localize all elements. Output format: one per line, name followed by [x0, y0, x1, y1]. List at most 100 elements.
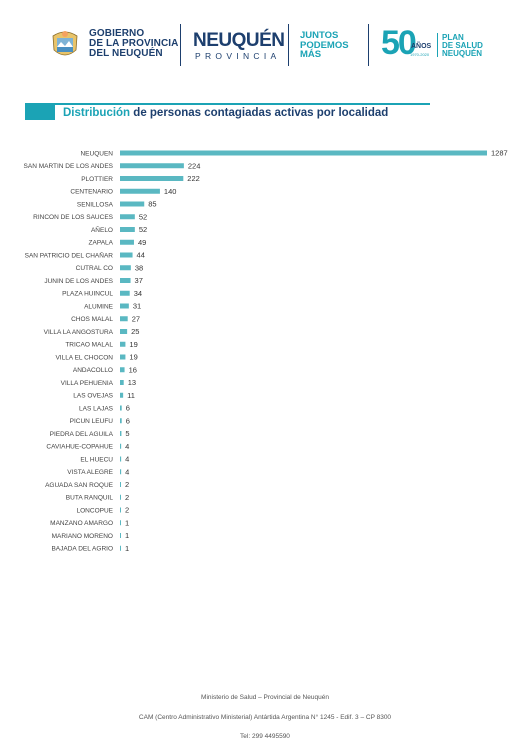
- category-label: MARIANO MORENO: [52, 533, 113, 540]
- value-label: 1287: [491, 149, 508, 158]
- value-label: 38: [135, 263, 143, 272]
- value-label: 4: [125, 455, 129, 464]
- footer-phone: Tel: 299 4495590: [240, 733, 290, 740]
- value-label: 6: [126, 404, 130, 413]
- bar: [120, 163, 184, 169]
- plan-divider: [437, 33, 438, 57]
- value-label: 19: [129, 353, 137, 362]
- value-label: 13: [128, 378, 136, 387]
- bar: [120, 227, 135, 232]
- chart-title-rest: de personas contagiadas activas por loca…: [130, 107, 389, 119]
- category-label: CENTENARIO: [70, 189, 113, 196]
- category-label: AÑELO: [91, 225, 113, 234]
- category-label: CAVIAHUE-COPAHUE: [46, 444, 113, 451]
- value-label: 52: [139, 225, 147, 234]
- bar: [120, 533, 121, 538]
- value-label: 222: [187, 174, 200, 183]
- category-label: PIEDRA DEL AGUILA: [50, 431, 114, 438]
- bar: [120, 418, 122, 424]
- category-label: SAN PATRICIO DEL CHAÑAR: [25, 250, 114, 259]
- category-label: VILLA EL CHOCON: [55, 354, 113, 361]
- bar: [120, 329, 128, 334]
- category-label: AGUADA SAN ROQUE: [45, 482, 114, 489]
- header: GOBIERNO DE LA PROVINCIA DEL NEUQUÉN NEU…: [0, 0, 530, 80]
- category-label: NEUQUEN: [80, 150, 113, 157]
- bar: [120, 469, 122, 475]
- bar: [120, 380, 124, 385]
- category-label: ALUMINE: [84, 303, 114, 310]
- category-label: VILLA PEHUENIA: [61, 380, 114, 387]
- neuquen-logo: NEUQUÉN: [193, 30, 285, 51]
- value-label: 27: [132, 314, 140, 323]
- value-label: 31: [133, 302, 141, 311]
- title-accent-block: [25, 103, 55, 120]
- category-label: LONCOPUE: [77, 507, 114, 514]
- value-label: 4: [125, 442, 129, 451]
- chart-title-highlight: Distribución: [63, 107, 131, 119]
- bar: [120, 214, 135, 220]
- bar: [120, 456, 122, 462]
- chart-title: Distribución de personas contagiadas act…: [63, 107, 388, 119]
- fifty-years-logo: 50: [381, 24, 417, 62]
- anos-years-label: 1970-2020: [410, 52, 430, 57]
- header-divider: [368, 24, 369, 66]
- bar: [120, 405, 122, 411]
- value-label: 5: [125, 429, 129, 438]
- value-label: 37: [135, 276, 143, 285]
- footer-ministry: Ministerio de Salud – Provincial de Neuq…: [201, 694, 329, 701]
- value-label: 1: [125, 518, 129, 527]
- value-label: 2: [125, 493, 129, 502]
- bar: [120, 494, 121, 500]
- title-underline: [55, 103, 430, 105]
- category-label: CUTRAL CO: [76, 265, 113, 272]
- category-label: LAS LAJAS: [79, 405, 114, 412]
- bar: [120, 188, 160, 194]
- title-bar: [25, 103, 430, 122]
- bar: [120, 520, 121, 526]
- category-label: BUTA RANQUIL: [66, 495, 114, 502]
- value-label: 1: [125, 531, 129, 540]
- bar: [120, 545, 121, 551]
- value-label: 2: [125, 506, 129, 515]
- bar: [120, 290, 130, 296]
- province-shield-icon: [52, 31, 78, 56]
- category-label: ANDACOLLO: [73, 367, 113, 374]
- bar: [120, 507, 121, 513]
- bar: [120, 252, 133, 258]
- bar: [120, 367, 125, 373]
- provincia-logo-text: PROVINCIA: [195, 51, 281, 61]
- plan-de-salud-logo: PLAN DE SALUD NEUQUÉN: [442, 33, 483, 58]
- value-label: 25: [131, 327, 139, 336]
- value-label: 19: [129, 340, 137, 349]
- bar: [120, 278, 131, 283]
- government-logo-text: GOBIERNO DE LA PROVINCIA DEL NEUQUÉN: [89, 28, 179, 59]
- category-label: SENILLOSA: [77, 201, 114, 208]
- value-label: 1: [125, 544, 129, 553]
- value-label: 52: [139, 212, 147, 221]
- value-label: 34: [134, 289, 142, 298]
- value-label: 2: [125, 480, 129, 489]
- bar: [120, 354, 126, 360]
- bar: [120, 341, 126, 347]
- value-label: 49: [138, 238, 146, 247]
- category-label: PLAZA HUINCUL: [62, 291, 113, 298]
- bar: [120, 150, 487, 156]
- category-label: PLOTTIER: [81, 176, 113, 183]
- value-label: 11: [127, 391, 135, 400]
- category-label: LAS OVEJAS: [73, 393, 113, 400]
- bar: [120, 201, 145, 207]
- category-label: PICUN LEUFU: [70, 418, 114, 425]
- category-label: EL HUECU: [80, 456, 113, 463]
- value-label: 4: [125, 467, 129, 476]
- bar: [120, 239, 134, 245]
- category-label: VISTA ALEGRE: [67, 469, 113, 476]
- header-divider: [288, 24, 289, 66]
- juntos-podemos-mas-logo: JUNTOS PODEMOS MÁS: [300, 30, 349, 60]
- bar: [120, 443, 122, 449]
- bar: [120, 392, 124, 398]
- category-label: TRICAO MALAL: [65, 342, 113, 349]
- value-label: 16: [129, 365, 137, 374]
- value-label: 224: [188, 161, 201, 170]
- footer-address: CAM (Centro Administrativo Ministerial) …: [138, 714, 392, 721]
